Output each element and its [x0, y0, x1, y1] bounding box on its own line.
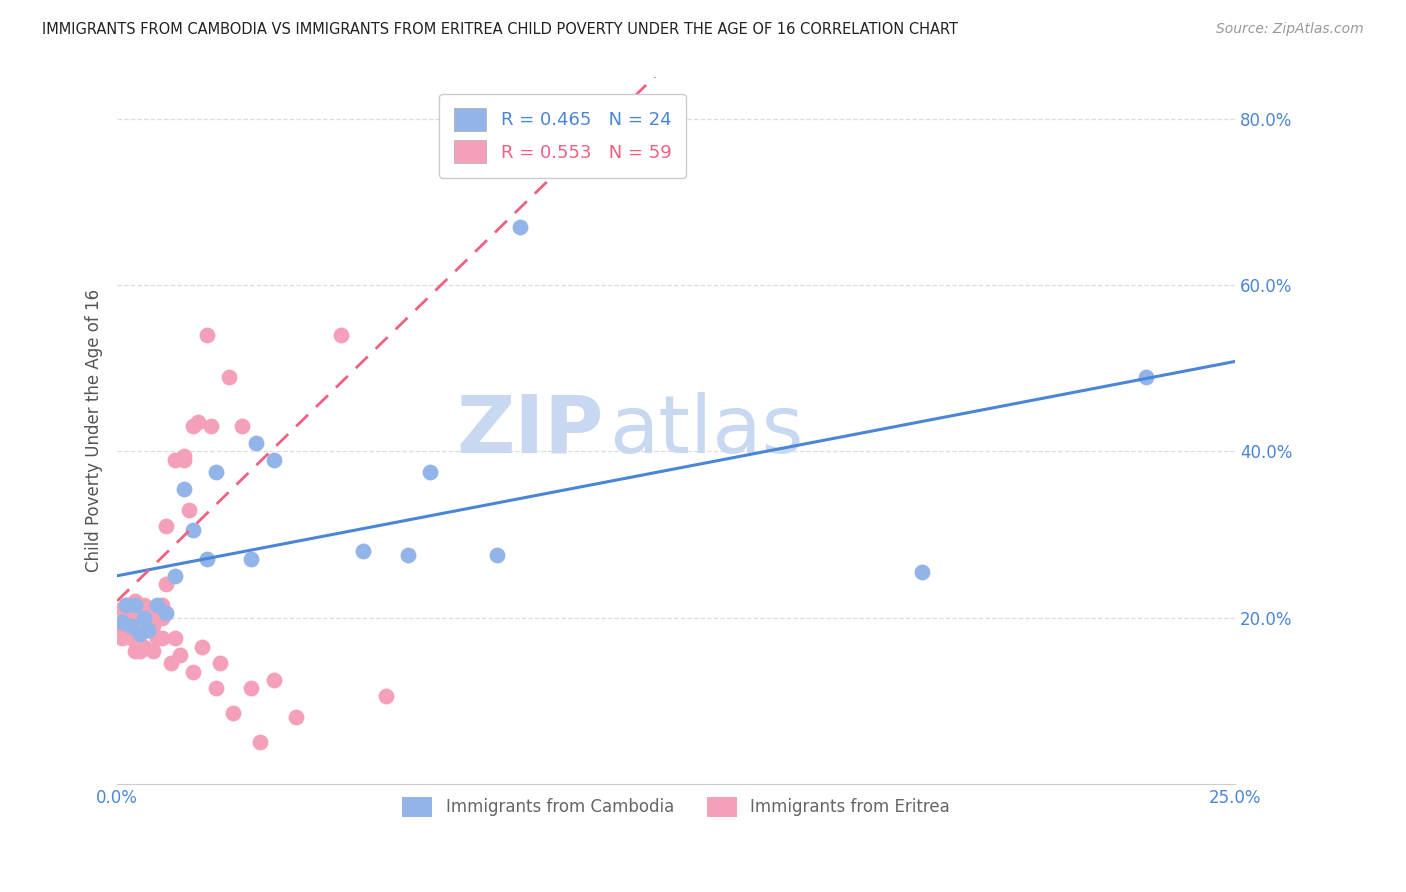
- Point: [124, 644, 146, 658]
- Point: [142, 602, 165, 616]
- Point: [120, 607, 142, 621]
- Point: [146, 602, 169, 616]
- Y-axis label: Child Poverty Under the Age of 16: Child Poverty Under the Age of 16: [86, 289, 103, 572]
- Point: [150, 610, 173, 624]
- Point: [187, 415, 209, 429]
- Point: [209, 657, 232, 671]
- Point: [240, 552, 263, 566]
- Point: [155, 577, 177, 591]
- Text: atlas: atlas: [609, 392, 803, 469]
- Point: [169, 648, 191, 662]
- Point: [120, 598, 142, 612]
- Point: [177, 502, 200, 516]
- Point: [165, 632, 187, 646]
- Point: [911, 565, 934, 579]
- Point: [111, 615, 134, 629]
- Point: [240, 681, 263, 695]
- Point: [155, 607, 177, 621]
- Point: [285, 710, 308, 724]
- Point: [111, 602, 134, 616]
- Point: [128, 598, 150, 612]
- Point: [396, 548, 419, 562]
- Point: [419, 465, 441, 479]
- Point: [128, 644, 150, 658]
- Point: [222, 706, 245, 720]
- Point: [231, 419, 253, 434]
- Point: [150, 632, 173, 646]
- Point: [115, 607, 138, 621]
- Point: [204, 681, 226, 695]
- Point: [200, 419, 222, 434]
- Point: [115, 623, 138, 637]
- Point: [132, 640, 155, 654]
- Point: [181, 524, 204, 538]
- Legend: Immigrants from Cambodia, Immigrants from Eritrea: Immigrants from Cambodia, Immigrants fro…: [394, 789, 959, 825]
- Point: [128, 623, 150, 637]
- Point: [120, 619, 142, 633]
- Point: [165, 569, 187, 583]
- Point: [263, 452, 285, 467]
- Point: [115, 598, 138, 612]
- Point: [195, 552, 218, 566]
- Point: [150, 598, 173, 612]
- Point: [329, 328, 352, 343]
- Point: [173, 482, 195, 496]
- Point: [146, 632, 169, 646]
- Point: [165, 452, 187, 467]
- Text: ZIP: ZIP: [457, 392, 603, 469]
- Point: [191, 640, 214, 654]
- Text: IMMIGRANTS FROM CAMBODIA VS IMMIGRANTS FROM ERITREA CHILD POVERTY UNDER THE AGE : IMMIGRANTS FROM CAMBODIA VS IMMIGRANTS F…: [42, 22, 957, 37]
- Point: [132, 598, 155, 612]
- Point: [155, 519, 177, 533]
- Point: [138, 623, 160, 637]
- Point: [132, 615, 155, 629]
- Point: [245, 436, 267, 450]
- Point: [509, 219, 531, 234]
- Text: Source: ZipAtlas.com: Source: ZipAtlas.com: [1216, 22, 1364, 37]
- Point: [138, 607, 160, 621]
- Point: [132, 610, 155, 624]
- Point: [128, 610, 150, 624]
- Point: [124, 602, 146, 616]
- Point: [374, 690, 396, 704]
- Point: [142, 644, 165, 658]
- Point: [120, 619, 142, 633]
- Point: [146, 598, 169, 612]
- Point: [138, 623, 160, 637]
- Point: [111, 632, 134, 646]
- Point: [115, 598, 138, 612]
- Point: [124, 594, 146, 608]
- Point: [128, 615, 150, 629]
- Point: [204, 465, 226, 479]
- Point: [181, 665, 204, 679]
- Point: [128, 627, 150, 641]
- Point: [263, 673, 285, 687]
- Point: [142, 619, 165, 633]
- Point: [160, 657, 183, 671]
- Point: [486, 548, 509, 562]
- Point: [218, 369, 240, 384]
- Point: [352, 544, 374, 558]
- Point: [138, 610, 160, 624]
- Point: [1135, 369, 1157, 384]
- Point: [124, 598, 146, 612]
- Point: [249, 735, 271, 749]
- Point: [173, 449, 195, 463]
- Point: [132, 607, 155, 621]
- Point: [120, 632, 142, 646]
- Point: [195, 328, 218, 343]
- Point: [173, 452, 195, 467]
- Point: [181, 419, 204, 434]
- Point: [111, 619, 134, 633]
